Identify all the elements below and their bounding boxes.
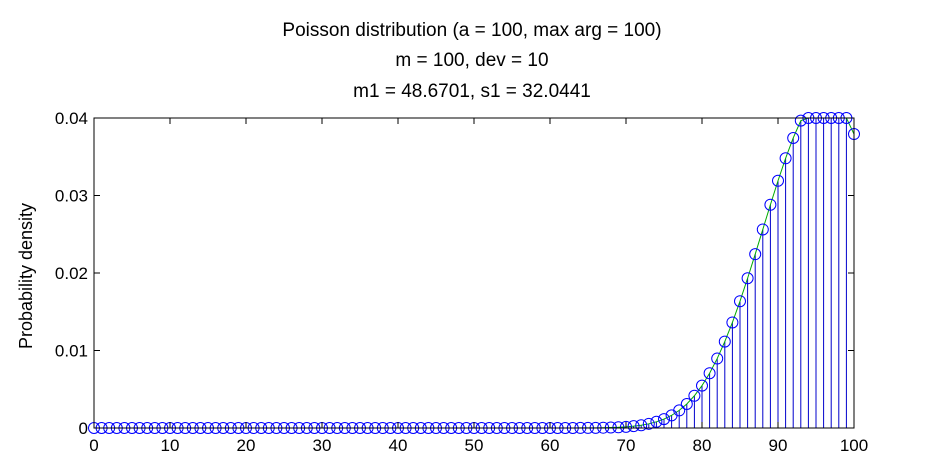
x-tick-label: 30 <box>313 436 332 455</box>
stem-marker <box>772 174 784 187</box>
y-tick-label: 0.02 <box>55 264 88 283</box>
stem-marker <box>620 420 632 433</box>
x-tick-label: 10 <box>161 436 180 455</box>
stem-marker <box>764 198 777 211</box>
x-tick-label: 50 <box>465 436 484 455</box>
stem-marker <box>703 367 716 380</box>
x-tick-label: 40 <box>389 436 408 455</box>
stem-marker <box>627 420 640 433</box>
y-tick-label: 0.01 <box>55 342 88 361</box>
title-line-3: m1 = 48.6701, s1 = 32.0441 <box>353 81 591 102</box>
stem-marker <box>787 131 800 144</box>
chart-title: Poisson distribution (a = 100, max arg =… <box>282 20 661 102</box>
y-axis-ticks: 0 0.01 0.02 0.03 0.04 <box>55 109 854 438</box>
x-tick-label: 0 <box>89 436 98 455</box>
stem-marker <box>612 421 625 434</box>
stem-marker <box>680 397 693 410</box>
x-axis-ticks: 0 10 20 30 40 50 60 70 80 90 100 <box>89 118 868 455</box>
y-axis-label: Probability density <box>16 203 36 349</box>
stem-marker <box>688 389 701 402</box>
stem-marker <box>734 295 746 308</box>
stem-marker <box>779 152 792 165</box>
plot-frame <box>93 117 855 429</box>
y-tick-label: 0.04 <box>55 109 88 128</box>
x-tick-label: 20 <box>237 436 256 455</box>
stem-marker <box>658 413 670 426</box>
stem-marker <box>726 316 739 329</box>
stem-marker <box>635 419 648 432</box>
x-tick-label: 80 <box>693 436 712 455</box>
stem-marker <box>696 379 708 392</box>
title-line-1: Poisson distribution (a = 100, max arg =… <box>282 20 661 41</box>
x-tick-label: 60 <box>541 436 560 455</box>
x-tick-label: 100 <box>840 436 868 455</box>
stem-marker <box>642 417 655 430</box>
stem-marker <box>794 114 807 127</box>
stem-marker <box>673 404 686 417</box>
plot-area <box>88 112 860 434</box>
stem-marker <box>749 248 762 261</box>
stem-marker <box>718 335 731 348</box>
title-line-2: m = 100, dev = 10 <box>395 50 548 71</box>
x-tick-label: 70 <box>617 436 636 455</box>
x-tick-label: 90 <box>769 436 788 455</box>
y-tick-label: 0 <box>79 419 88 438</box>
stem-marker <box>756 223 769 236</box>
y-tick-label: 0.03 <box>55 187 88 206</box>
stem-marker <box>741 272 754 285</box>
stem-marker <box>711 352 724 365</box>
stem-marker <box>650 415 663 428</box>
